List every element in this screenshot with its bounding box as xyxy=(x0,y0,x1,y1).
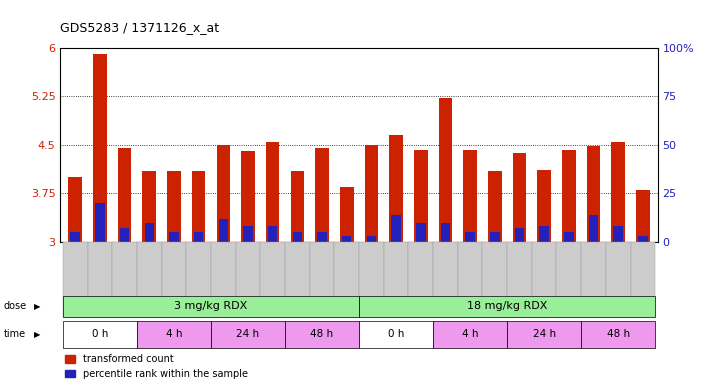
Bar xyxy=(241,151,255,242)
Bar xyxy=(243,227,252,242)
Bar xyxy=(638,236,648,242)
Text: ▶: ▶ xyxy=(34,302,41,311)
Bar xyxy=(93,55,107,242)
Text: dose: dose xyxy=(4,301,27,311)
Bar xyxy=(611,142,625,242)
Bar xyxy=(268,227,277,242)
Bar xyxy=(416,223,425,242)
Bar xyxy=(614,227,623,242)
Bar xyxy=(464,150,477,242)
Bar xyxy=(439,98,452,242)
Text: 0 h: 0 h xyxy=(388,329,405,339)
Bar xyxy=(538,169,551,242)
Text: 3 mg/kg RDX: 3 mg/kg RDX xyxy=(174,301,247,311)
Bar xyxy=(342,236,351,242)
Bar xyxy=(266,142,279,242)
Bar xyxy=(466,232,475,242)
Bar xyxy=(291,171,304,242)
Bar xyxy=(540,227,549,242)
Bar xyxy=(391,215,401,242)
Text: GDS5283 / 1371126_x_at: GDS5283 / 1371126_x_at xyxy=(60,21,220,34)
Text: time: time xyxy=(4,329,26,339)
Bar xyxy=(340,187,353,242)
Bar xyxy=(513,153,526,242)
Bar xyxy=(587,146,600,242)
Legend: transformed count, percentile rank within the sample: transformed count, percentile rank withi… xyxy=(65,354,248,379)
Bar xyxy=(142,171,156,242)
Bar xyxy=(218,218,228,242)
Text: 48 h: 48 h xyxy=(311,329,333,339)
Text: 48 h: 48 h xyxy=(606,329,630,339)
Bar xyxy=(118,148,132,242)
Bar xyxy=(192,171,205,242)
Bar xyxy=(414,150,427,242)
Bar xyxy=(293,232,302,242)
Text: 4 h: 4 h xyxy=(462,329,479,339)
Bar xyxy=(564,232,574,242)
Bar xyxy=(589,215,598,242)
Bar xyxy=(515,228,524,242)
Bar xyxy=(169,232,178,242)
Text: ▶: ▶ xyxy=(34,329,41,339)
Bar xyxy=(315,148,328,242)
Bar xyxy=(441,223,450,242)
Text: 4 h: 4 h xyxy=(166,329,182,339)
Bar xyxy=(490,232,500,242)
Bar xyxy=(120,228,129,242)
Text: 18 mg/kg RDX: 18 mg/kg RDX xyxy=(467,301,547,311)
Bar xyxy=(68,177,82,242)
Bar xyxy=(70,232,80,242)
Bar xyxy=(365,145,378,242)
Text: 0 h: 0 h xyxy=(92,329,108,339)
Bar xyxy=(144,223,154,242)
Bar xyxy=(367,236,376,242)
Text: 24 h: 24 h xyxy=(237,329,260,339)
Bar xyxy=(95,203,105,242)
Bar xyxy=(562,150,576,242)
Bar xyxy=(167,171,181,242)
Bar xyxy=(317,232,327,242)
Text: 24 h: 24 h xyxy=(533,329,556,339)
Bar xyxy=(488,171,501,242)
Bar xyxy=(636,190,650,242)
Bar xyxy=(390,135,403,242)
Bar xyxy=(217,145,230,242)
Bar xyxy=(194,232,203,242)
